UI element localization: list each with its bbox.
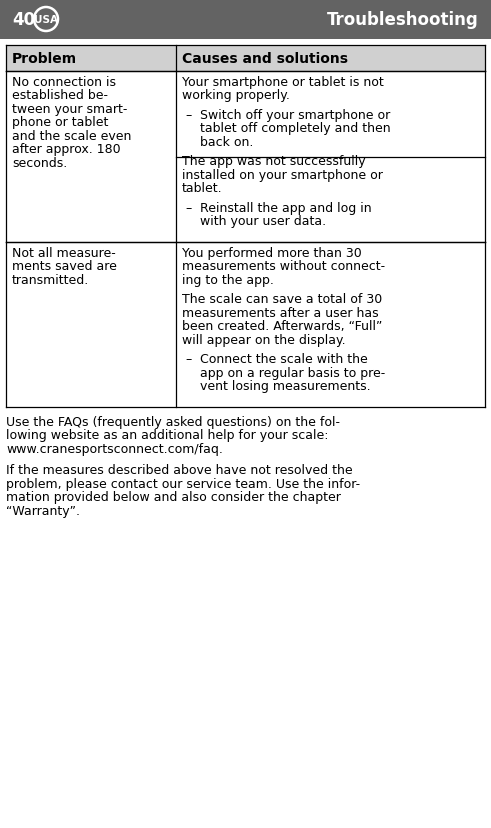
Text: Use the FAQs (frequently asked questions) on the fol-: Use the FAQs (frequently asked questions… xyxy=(6,415,340,428)
Text: The scale can save a total of 30: The scale can save a total of 30 xyxy=(182,293,382,306)
Text: You performed more than 30: You performed more than 30 xyxy=(182,247,362,259)
Text: measurements after a user has: measurements after a user has xyxy=(182,306,379,320)
Text: Your smartphone or tablet is not: Your smartphone or tablet is not xyxy=(182,75,384,89)
Text: Causes and solutions: Causes and solutions xyxy=(182,52,348,66)
Text: The app was not successfully: The app was not successfully xyxy=(182,155,366,168)
Text: Not all measure-: Not all measure- xyxy=(12,247,116,259)
Text: –: – xyxy=(185,353,191,366)
Text: will appear on the display.: will appear on the display. xyxy=(182,333,346,346)
Text: Connect the scale with the: Connect the scale with the xyxy=(200,353,368,366)
Text: Reinstall the app and log in: Reinstall the app and log in xyxy=(200,201,372,214)
Text: seconds.: seconds. xyxy=(12,156,67,170)
Text: –: – xyxy=(185,108,191,122)
Text: lowing website as an additional help for your scale:: lowing website as an additional help for… xyxy=(6,429,328,441)
Text: www.cranesportsconnect.com/faq.: www.cranesportsconnect.com/faq. xyxy=(6,442,223,455)
Text: established be-: established be- xyxy=(12,89,108,102)
Text: transmitted.: transmitted. xyxy=(12,273,89,286)
Text: with your user data.: with your user data. xyxy=(200,215,326,228)
Text: Troubleshooting: Troubleshooting xyxy=(327,11,479,29)
Text: USA: USA xyxy=(34,15,58,25)
Text: If the measures described above have not resolved the: If the measures described above have not… xyxy=(6,464,353,477)
Text: been created. Afterwards, “Full”: been created. Afterwards, “Full” xyxy=(182,320,382,333)
Text: ing to the app.: ing to the app. xyxy=(182,273,274,286)
Text: app on a regular basis to pre-: app on a regular basis to pre- xyxy=(200,366,385,379)
Text: installed on your smartphone or: installed on your smartphone or xyxy=(182,168,383,181)
Text: 40: 40 xyxy=(12,11,35,29)
Text: ments saved are: ments saved are xyxy=(12,260,117,272)
Text: problem, please contact our service team. Use the infor-: problem, please contact our service team… xyxy=(6,477,360,490)
Text: tween your smart-: tween your smart- xyxy=(12,103,127,116)
Text: tablet off completely and then: tablet off completely and then xyxy=(200,122,391,135)
Text: No connection is: No connection is xyxy=(12,75,116,89)
Text: “Warranty”.: “Warranty”. xyxy=(6,504,80,517)
Text: after approx. 180: after approx. 180 xyxy=(12,143,121,156)
Bar xyxy=(0,0,491,40)
Text: vent losing measurements.: vent losing measurements. xyxy=(200,380,371,392)
Text: Switch off your smartphone or: Switch off your smartphone or xyxy=(200,108,390,122)
Text: working properly.: working properly. xyxy=(182,89,290,102)
Text: mation provided below and also consider the chapter: mation provided below and also consider … xyxy=(6,490,341,503)
Text: and the scale even: and the scale even xyxy=(12,129,132,142)
Text: tablet.: tablet. xyxy=(182,182,223,195)
Bar xyxy=(6,46,485,72)
Text: Problem: Problem xyxy=(12,52,77,66)
Text: phone or tablet: phone or tablet xyxy=(12,116,109,129)
Text: back on.: back on. xyxy=(200,136,253,148)
Text: –: – xyxy=(185,201,191,214)
Text: measurements without connect-: measurements without connect- xyxy=(182,260,385,272)
